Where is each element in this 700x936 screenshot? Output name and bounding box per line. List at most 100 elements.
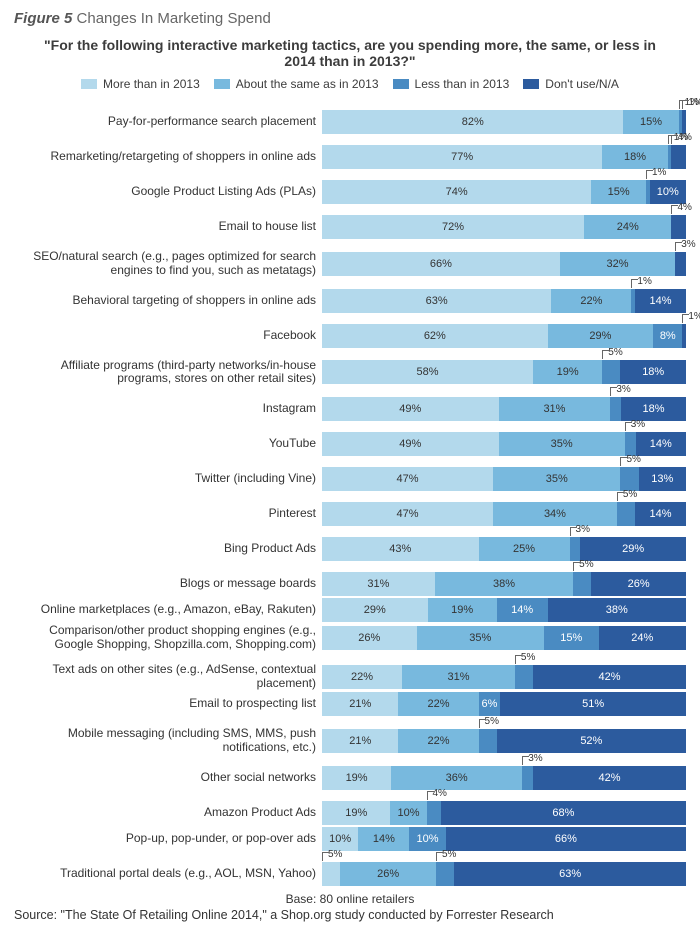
bar-segment-more: 21% bbox=[322, 729, 398, 753]
row-label: Affiliate programs (third-party networks… bbox=[14, 359, 322, 387]
bar-segment-same: 31% bbox=[402, 665, 515, 689]
chart-question: "For the following interactive marketing… bbox=[34, 37, 666, 69]
callout-tick-icon bbox=[602, 350, 609, 359]
callouts: 3% bbox=[322, 526, 686, 537]
callout-label: 5% bbox=[608, 347, 622, 358]
chart-row: Email to prospecting list21%22%6%51% bbox=[14, 692, 686, 716]
row-label: Pinterest bbox=[14, 507, 322, 521]
bar-segment-same: 31% bbox=[499, 397, 611, 421]
bar-segment-na: 66% bbox=[446, 827, 686, 851]
bar-wrap: 1%62%29%8% bbox=[322, 324, 686, 348]
row-label: SEO/natural search (e.g., pages optimize… bbox=[14, 250, 322, 278]
bar-segment-na: 42% bbox=[533, 665, 686, 689]
callout-value: 5% bbox=[521, 652, 535, 663]
stacked-bar: 49%31%18% bbox=[322, 397, 686, 421]
callouts: 5%5% bbox=[322, 851, 686, 862]
callouts: 3% bbox=[322, 755, 686, 766]
callouts: 1%4% bbox=[322, 134, 686, 145]
stacked-bar: 43%25%29% bbox=[322, 537, 686, 561]
bar-segment-more: 22% bbox=[322, 665, 402, 689]
bar-segment-more: 10% bbox=[322, 827, 358, 851]
bar-segment-same: 24% bbox=[584, 215, 671, 239]
callout-label: 5% bbox=[521, 652, 535, 663]
callout-tick-icon bbox=[625, 422, 632, 431]
bar-segment-same: 15% bbox=[591, 180, 646, 204]
bar-segment-na bbox=[671, 145, 686, 169]
bar-wrap: 4%19%10%68% bbox=[322, 801, 686, 825]
bar-wrap: 5%22%31%42% bbox=[322, 665, 686, 689]
callout-tick-icon bbox=[515, 655, 522, 664]
bar-wrap: 21%22%6%51% bbox=[322, 692, 686, 716]
bar-wrap: 5%5%26%63% bbox=[322, 862, 686, 886]
callout-tick-icon bbox=[671, 135, 678, 144]
callouts: 3% bbox=[322, 386, 686, 397]
callout-value: 3% bbox=[681, 239, 695, 250]
bar-segment-more bbox=[322, 862, 340, 886]
callout-label: 5% bbox=[485, 716, 499, 727]
stacked-bar: 21%22%6%51% bbox=[322, 692, 686, 716]
bar-segment-na: 24% bbox=[599, 626, 686, 650]
stacked-bar: 63%22%14% bbox=[322, 289, 686, 313]
stacked-bar: 19%36%42% bbox=[322, 766, 686, 790]
bar-segment-less: 14% bbox=[497, 598, 548, 622]
bar-wrap: 5%58%19%18% bbox=[322, 360, 686, 384]
legend-swatch bbox=[393, 79, 409, 89]
bar-segment-less: 8% bbox=[653, 324, 682, 348]
bar-segment-na: 26% bbox=[591, 572, 686, 596]
callout-tick-icon bbox=[479, 719, 486, 728]
chart-row: Amazon Product Ads4%19%10%68% bbox=[14, 801, 686, 825]
bar-segment-less bbox=[602, 360, 620, 384]
stacked-bar: 47%34%14% bbox=[322, 502, 686, 526]
bar-segment-na: 51% bbox=[500, 692, 686, 716]
bar-segment-less bbox=[515, 665, 533, 689]
chart-row: Facebook1%62%29%8% bbox=[14, 324, 686, 348]
row-label: Behavioral targeting of shoppers in onli… bbox=[14, 294, 322, 308]
bar-wrap: 5%47%35%13% bbox=[322, 467, 686, 491]
bar-segment-na: 68% bbox=[441, 801, 686, 825]
row-label: Blogs or message boards bbox=[14, 577, 322, 591]
stacked-bar: 26%63% bbox=[322, 862, 686, 886]
callout-tick-icon bbox=[573, 562, 580, 571]
bar-segment-less bbox=[610, 397, 621, 421]
callout-tick-icon bbox=[682, 100, 689, 109]
callout-value: 5% bbox=[485, 716, 499, 727]
stacked-bar: 26%35%15%24% bbox=[322, 626, 686, 650]
row-label: Bing Product Ads bbox=[14, 542, 322, 556]
bar-segment-same: 19% bbox=[428, 598, 497, 622]
row-label: Comparison/other product shopping engine… bbox=[14, 624, 322, 652]
chart-row: Traditional portal deals (e.g., AOL, MSN… bbox=[14, 862, 686, 886]
callout-tick-icon bbox=[522, 756, 529, 765]
bar-segment-less bbox=[479, 729, 497, 753]
callouts: 5% bbox=[322, 349, 686, 360]
bar-segment-more: 74% bbox=[322, 180, 591, 204]
bar-wrap: 1%4%77%18% bbox=[322, 145, 686, 169]
legend-item-same: About the same as in 2013 bbox=[214, 77, 379, 91]
legend-swatch bbox=[214, 79, 230, 89]
chart-row: Email to house list4%72%24% bbox=[14, 215, 686, 239]
bar-segment-less bbox=[427, 801, 441, 825]
chart-row: Text ads on other sites (e.g., AdSense, … bbox=[14, 663, 686, 691]
chart-row: Other social networks3%19%36%42% bbox=[14, 766, 686, 790]
callout-tick-icon bbox=[668, 135, 675, 144]
chart-row: Remarketing/retargeting of shoppers in o… bbox=[14, 145, 686, 169]
chart-row: YouTube3%49%35%14% bbox=[14, 432, 686, 456]
callouts: 5% bbox=[322, 718, 686, 729]
row-label: Amazon Product Ads bbox=[14, 806, 322, 820]
bar-segment-more: 19% bbox=[322, 766, 391, 790]
figure-title: Figure 5 Changes In Marketing Spend bbox=[14, 10, 686, 27]
stacked-bar: 47%35%13% bbox=[322, 467, 686, 491]
bar-segment-more: 19% bbox=[322, 801, 390, 825]
legend-swatch bbox=[523, 79, 539, 89]
bar-segment-same: 22% bbox=[551, 289, 631, 313]
callouts: 3% bbox=[322, 421, 686, 432]
callout-tick-icon bbox=[631, 279, 638, 288]
bar-segment-more: 58% bbox=[322, 360, 533, 384]
callouts: 4% bbox=[322, 204, 686, 215]
bar-segment-same: 22% bbox=[398, 692, 478, 716]
bar-segment-same: 36% bbox=[391, 766, 522, 790]
figure-label: Figure 5 bbox=[14, 10, 72, 27]
callout-tick-icon bbox=[570, 527, 577, 536]
chart-row: Pop-up, pop-under, or pop-over ads10%14%… bbox=[14, 827, 686, 851]
bar-segment-same: 35% bbox=[499, 432, 625, 456]
bar-wrap: 3%49%31%18% bbox=[322, 397, 686, 421]
